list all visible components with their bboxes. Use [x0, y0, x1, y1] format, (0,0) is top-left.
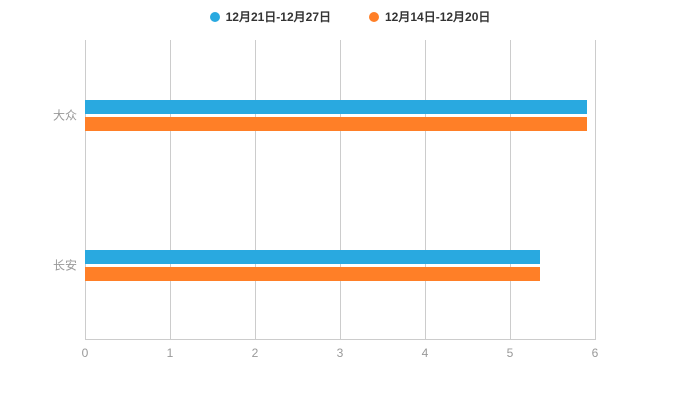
legend-item-0[interactable]: 12月21日-12月27日: [209, 8, 331, 25]
y-axis-line: [85, 40, 86, 340]
bar-大众-series-0[interactable]: [85, 99, 587, 114]
legend-label: 12月21日-12月27日: [225, 10, 331, 24]
bar-长安-series-0[interactable]: [85, 249, 540, 264]
plot-area: [85, 40, 596, 340]
x-tick-label: 3: [336, 346, 344, 360]
gridline: [170, 40, 171, 340]
x-tick-label: 4: [421, 346, 429, 360]
bar-大众-series-1[interactable]: [85, 116, 587, 131]
x-tick-label: 2: [251, 346, 259, 360]
x-tick-label: 1: [166, 346, 174, 360]
y-category-label: 长安: [52, 258, 77, 273]
legend-item-1[interactable]: 12月14日-12月20日: [369, 8, 490, 25]
x-tick-label: 6: [591, 346, 599, 360]
gridline: [255, 40, 256, 340]
legend-marker-icon: [369, 11, 379, 22]
x-tick-label: 5: [506, 346, 514, 360]
gridline: [340, 40, 341, 340]
gridline: [425, 40, 426, 340]
gridline: [510, 40, 511, 340]
bar-长安-series-1[interactable]: [85, 266, 540, 281]
x-tick-label: 0: [81, 346, 89, 360]
gridline: [595, 40, 596, 340]
y-category-label: 大众: [52, 108, 77, 123]
legend-label: 12月14日-12月20日: [385, 10, 491, 24]
chart-legend: 12月21日-12月27日 12月14日-12月20日: [0, 8, 700, 25]
legend-marker-icon: [209, 11, 220, 22]
